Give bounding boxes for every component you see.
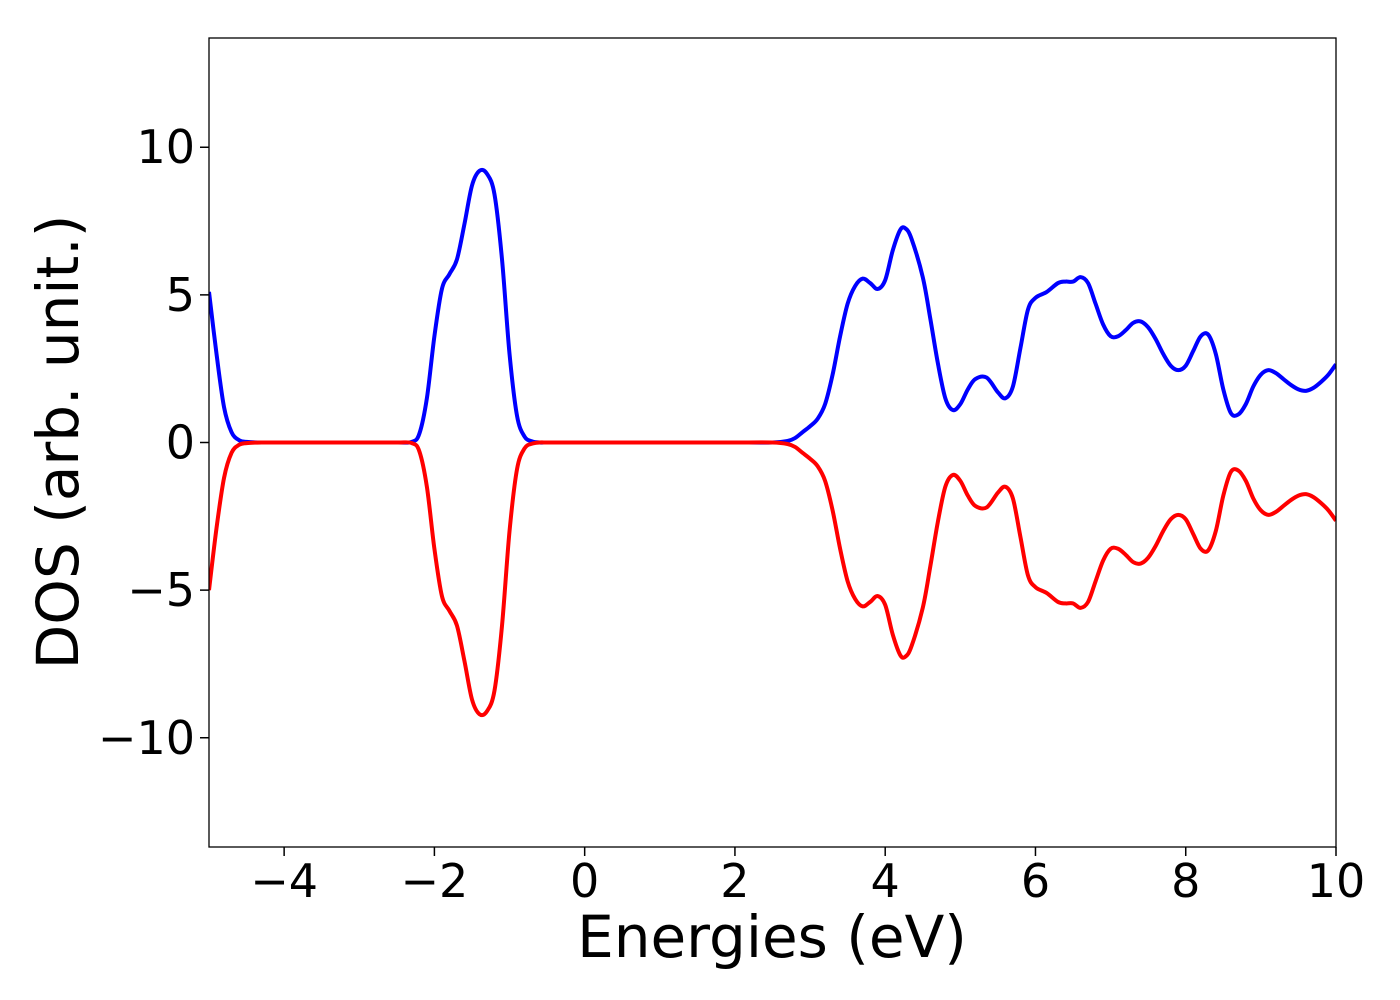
x-tick-label: 2 (720, 854, 749, 908)
x-tick-label: 6 (1021, 854, 1050, 908)
x-tick-label: −2 (400, 854, 468, 908)
y-axis-ticks: −10 −5 0 5 10 (98, 120, 209, 765)
y-tick-label: −10 (98, 711, 195, 765)
x-tick-label: 10 (1307, 854, 1366, 908)
y-tick-label: 5 (166, 268, 195, 322)
x-axis-ticks: −4 −2 0 2 4 6 8 10 (250, 847, 1365, 908)
x-axis-label: Energies (eV) (577, 903, 967, 971)
y-tick-label: 0 (166, 416, 195, 470)
series-layer (209, 167, 1336, 718)
x-tick-label: 8 (1171, 854, 1200, 908)
series-line-0 (209, 167, 1336, 445)
x-tick-label: 0 (570, 854, 599, 908)
x-tick-label: −4 (250, 854, 318, 908)
y-tick-label: −5 (127, 563, 195, 617)
y-tick-label: 10 (136, 120, 195, 174)
series-line-1 (209, 440, 1336, 718)
y-axis-label: DOS (arb. unit.) (24, 215, 92, 670)
x-tick-label: 4 (871, 854, 900, 908)
